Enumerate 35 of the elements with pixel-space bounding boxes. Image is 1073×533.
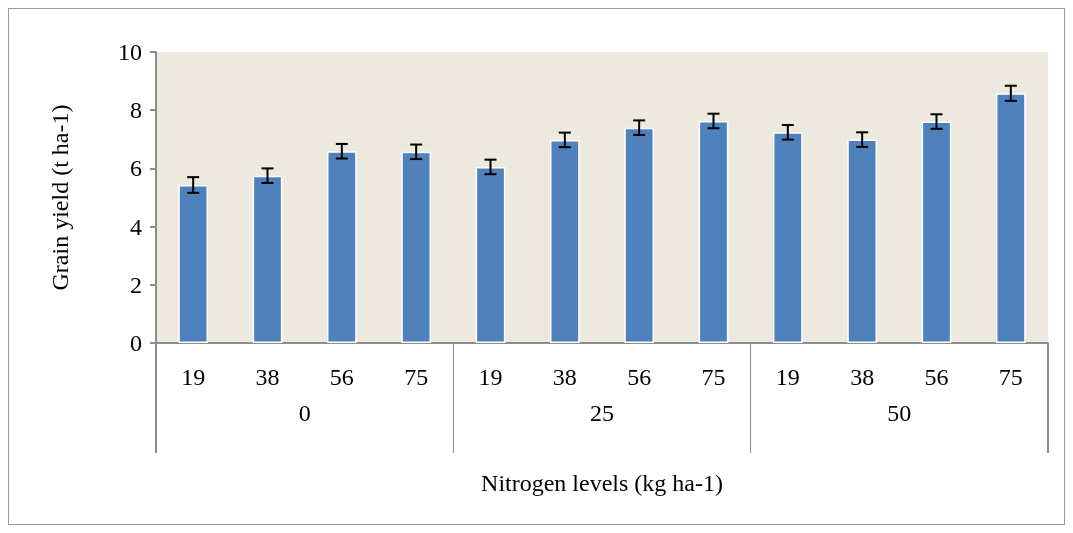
x-tick-label: 38 <box>850 364 875 390</box>
x-tick-label: 56 <box>329 364 354 390</box>
y-tick-label: 10 <box>118 39 142 65</box>
x-tick-label: 75 <box>404 364 429 390</box>
bar <box>624 127 655 343</box>
y-axis-title: Grain yield (t ha-1) <box>47 104 73 291</box>
y-tick-label: 6 <box>130 155 142 182</box>
text: 25 <box>590 400 614 426</box>
x-tick-label: 19 <box>181 364 206 390</box>
bar <box>772 132 803 343</box>
x-tick-label: 56 <box>924 364 949 390</box>
x-tick-label: 38 <box>255 364 280 390</box>
bar <box>847 139 878 343</box>
bar <box>921 121 952 343</box>
bar <box>178 184 209 343</box>
bar <box>326 151 357 343</box>
text: 50 <box>887 400 912 426</box>
bar <box>475 166 506 343</box>
y-tick-label: 8 <box>130 97 142 124</box>
y-tick-label: 4 <box>130 213 142 240</box>
y-tick-label: 0 <box>130 330 142 356</box>
x-axis-title: Nitrogen levels (kg ha-1) <box>481 470 723 496</box>
x-tick-label: 19 <box>775 364 800 390</box>
y-tick-label: 2 <box>130 271 142 298</box>
x-tick-label: 56 <box>627 364 652 390</box>
x-tick-label: 19 <box>478 364 503 390</box>
x-tick-label: 75 <box>701 364 726 390</box>
bar <box>549 139 580 343</box>
bar <box>401 151 432 343</box>
x-tick-label: 75 <box>998 364 1023 390</box>
text: 0 <box>298 400 311 426</box>
bar <box>252 175 283 343</box>
bar <box>995 93 1026 343</box>
x-tick-label: 38 <box>552 364 577 390</box>
bar <box>698 120 729 343</box>
